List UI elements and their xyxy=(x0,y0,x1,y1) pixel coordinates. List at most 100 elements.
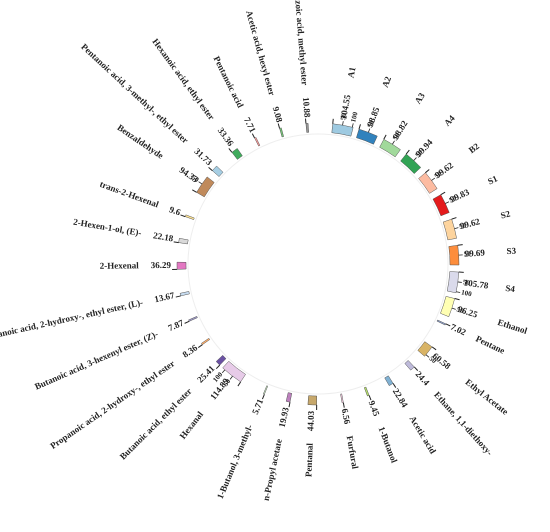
value-label: 5.71 xyxy=(250,397,265,416)
value-label: 96.25 xyxy=(456,304,479,320)
scale-tick-label: 50 xyxy=(458,221,467,231)
scale-tick-label: 50 xyxy=(427,355,438,366)
node-arc xyxy=(418,172,438,194)
slot-tick xyxy=(342,402,345,408)
value-label: 9.08 xyxy=(271,106,285,124)
node-label: A1 xyxy=(346,66,358,79)
scale-tick xyxy=(451,307,456,310)
node-arc xyxy=(179,291,190,297)
node-arc xyxy=(188,316,198,322)
scale-tick xyxy=(229,375,233,380)
slot-tick xyxy=(184,320,190,324)
scale-tick-label: 50 xyxy=(414,148,425,159)
node-arc xyxy=(417,341,433,357)
value-label: 105.78 xyxy=(463,277,489,290)
node-arc xyxy=(440,296,456,318)
value-label: 99.62 xyxy=(459,216,482,231)
scale-tick-label: 50 xyxy=(366,119,376,129)
node-label: 2-Hexenal xyxy=(100,260,140,270)
slot-tick xyxy=(237,381,242,387)
node-label: 2-Hexen-1-ol, (E)- xyxy=(73,217,143,238)
node-label: A3 xyxy=(413,90,428,105)
value-label: 8.36 xyxy=(181,342,200,359)
node-label: trans-2-Hexenal xyxy=(98,179,160,210)
node-arc xyxy=(363,386,370,397)
slot-tick xyxy=(208,166,213,172)
scale-tick-label: 100 xyxy=(349,111,359,124)
node-arc xyxy=(384,375,394,387)
node-arc xyxy=(211,165,224,177)
value-label: 60.58 xyxy=(431,351,453,372)
scale-tick xyxy=(456,291,461,293)
value-label: 10.88 xyxy=(301,97,313,118)
slot-tick xyxy=(454,298,460,301)
node-label: Acetic acid xyxy=(408,414,438,455)
node-arc xyxy=(254,137,261,147)
scale-tick-label: 100 xyxy=(460,288,472,298)
slot-tick xyxy=(180,214,186,218)
node-label: Pentane xyxy=(474,334,506,356)
slot-tick xyxy=(197,344,203,348)
scale-tick-label: 50 xyxy=(462,278,470,287)
scale-tick xyxy=(425,354,430,358)
slot-tick xyxy=(425,169,430,174)
node-label: A4 xyxy=(442,113,457,128)
value-label: 36.29 xyxy=(151,260,172,270)
slot-tick xyxy=(215,364,221,370)
node-label: Ethanol xyxy=(496,317,529,336)
value-label: 104.55 xyxy=(338,93,352,120)
node-arc xyxy=(231,148,243,160)
scale-tick xyxy=(413,157,417,161)
value-label: 31.73 xyxy=(192,146,214,167)
slot-tick xyxy=(440,191,446,196)
slot-tick xyxy=(261,394,265,400)
node-label: Ethyl Acetate xyxy=(464,377,511,417)
node-arc xyxy=(400,153,422,174)
node-label: Benzoic acid, methyl ester xyxy=(292,0,310,86)
value-label: 7.02 xyxy=(449,322,468,338)
node-label: Acetic acid, hexyl ester xyxy=(244,9,277,96)
node-arc xyxy=(196,176,215,198)
value-label: 19.93 xyxy=(277,406,291,428)
node-label: Benzaldehyde xyxy=(115,122,165,160)
scale-tick-label: 50 xyxy=(448,194,458,204)
slot-tick xyxy=(251,133,256,139)
node-arc xyxy=(178,237,189,245)
scale-tick xyxy=(454,227,459,230)
node-arc xyxy=(442,218,457,241)
scale-tick-label: 50 xyxy=(190,174,201,185)
node-arc xyxy=(448,244,460,266)
node-arc xyxy=(215,354,227,366)
node-arc xyxy=(201,337,211,346)
value-label: 22.84 xyxy=(391,387,410,410)
slot-tick xyxy=(192,189,197,193)
slot-tick xyxy=(277,123,281,129)
value-label: 44.03 xyxy=(305,410,316,431)
node-label: Furfural xyxy=(345,435,361,470)
slot-tick xyxy=(228,148,233,153)
scale-tick xyxy=(392,140,395,145)
value-label: 99.94 xyxy=(413,137,434,159)
node-label: B2 xyxy=(467,141,482,156)
slot-tick xyxy=(175,295,181,298)
node-arc xyxy=(307,395,317,406)
node-arc xyxy=(262,385,269,395)
node-label: 1-Butanol xyxy=(377,425,400,465)
scale-tick-label: 50 xyxy=(433,170,444,181)
value-label: 33.36 xyxy=(216,126,236,149)
node-arc xyxy=(176,261,187,270)
value-label: 9.6 xyxy=(168,204,182,217)
scale-tick xyxy=(431,177,436,181)
node-label: Pentanoic acid xyxy=(212,54,246,109)
node-arc xyxy=(305,123,309,133)
node-arc xyxy=(279,127,284,138)
scale-tick xyxy=(342,121,344,126)
scale-tick xyxy=(198,181,203,185)
node-label: Hexanal xyxy=(178,409,206,441)
node-label: n-Propyl acetate xyxy=(261,438,284,502)
slot-tick xyxy=(173,241,179,244)
node-label: S2 xyxy=(499,208,511,220)
scale-tick-label: 50 xyxy=(463,250,471,258)
value-label: 99.83 xyxy=(448,187,471,205)
